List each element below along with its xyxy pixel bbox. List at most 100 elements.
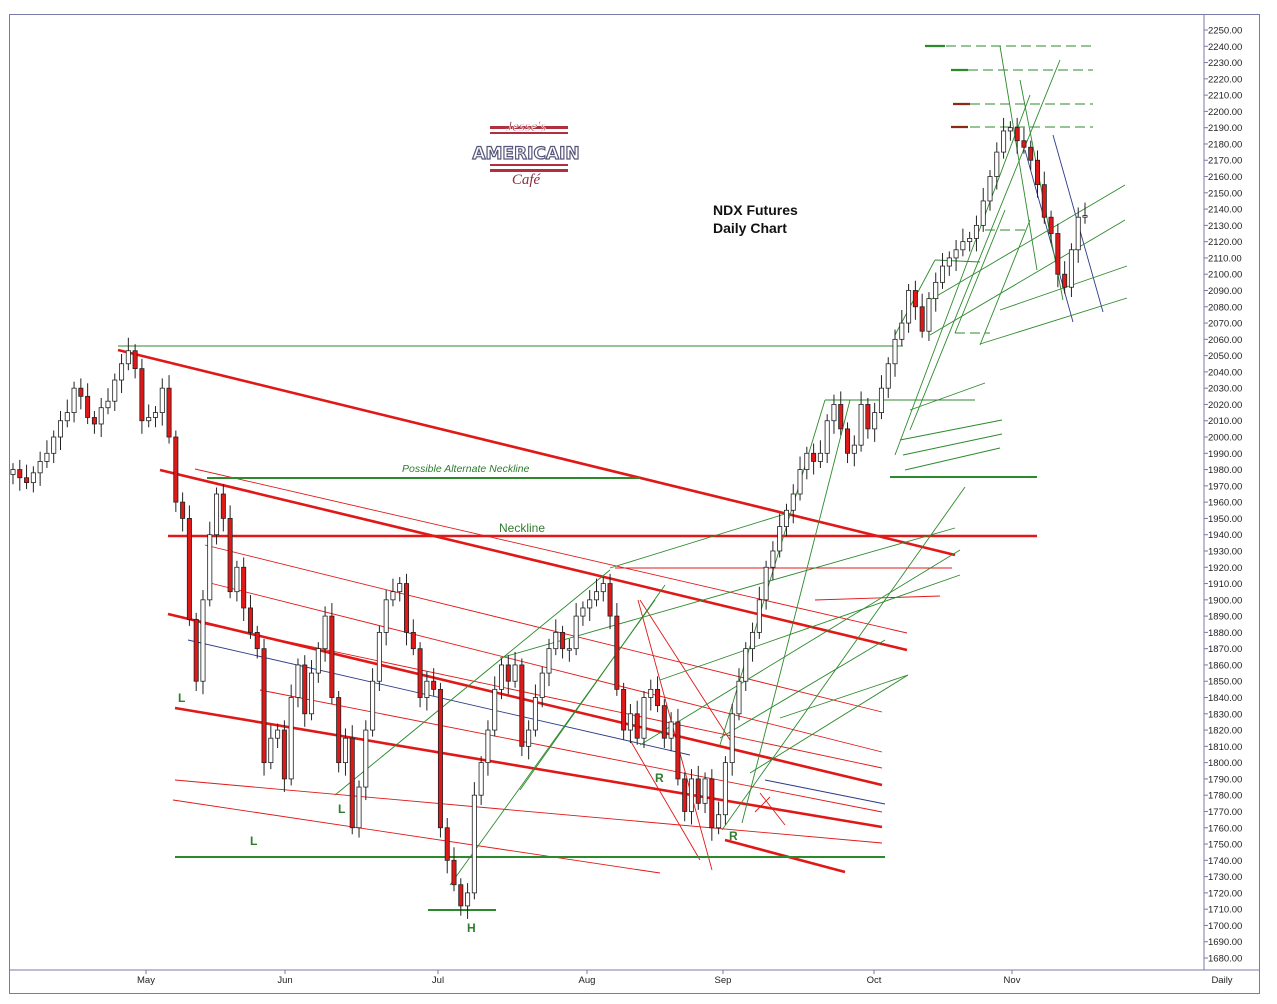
candle-up xyxy=(743,648,749,682)
y-tick-label: 1970.00 xyxy=(1208,481,1242,492)
candle-down xyxy=(17,469,23,479)
candle-up xyxy=(688,778,694,812)
candle-up xyxy=(648,688,654,698)
y-tick-label: 2050.00 xyxy=(1208,351,1242,362)
y-tick-label: 2070.00 xyxy=(1208,319,1242,330)
candle-up xyxy=(10,469,16,475)
candle-up xyxy=(1001,130,1007,153)
candle-up xyxy=(973,224,979,239)
candle-down xyxy=(24,477,30,484)
candle-up xyxy=(532,697,538,731)
candle-down xyxy=(607,583,613,617)
candle-down xyxy=(417,648,423,698)
svg-text:Café: Café xyxy=(512,172,542,188)
candle-down xyxy=(655,688,661,707)
y-tick-label: 1980.00 xyxy=(1208,465,1242,476)
candle-up xyxy=(465,892,471,907)
candle-down xyxy=(838,404,844,430)
candle-down xyxy=(220,493,226,519)
y-tick-label: 1800.00 xyxy=(1208,758,1242,769)
y-tick-label: 2160.00 xyxy=(1208,172,1242,183)
candle-up xyxy=(64,412,70,422)
candle-down xyxy=(505,664,511,682)
left-shoulder-label-1: L xyxy=(178,691,185,705)
candle-up xyxy=(593,591,599,601)
candle-up xyxy=(539,672,545,698)
candle-up xyxy=(790,493,796,511)
candle-up xyxy=(580,607,586,617)
candle-down xyxy=(437,688,443,829)
candle-up xyxy=(960,241,966,251)
y-tick-label: 2140.00 xyxy=(1208,205,1242,216)
y-tick-label: 1860.00 xyxy=(1208,660,1242,671)
candle-down xyxy=(560,631,566,650)
y-tick-label: 1910.00 xyxy=(1208,579,1242,590)
y-tick-label: 1890.00 xyxy=(1208,612,1242,623)
candle-down xyxy=(845,428,851,454)
x-tick-label: Jul xyxy=(432,975,444,986)
y-tick-label: 2010.00 xyxy=(1208,416,1242,427)
head-label: H xyxy=(467,921,476,935)
candle-down xyxy=(444,827,450,861)
y-tick-label: 1770.00 xyxy=(1208,807,1242,818)
candle-up xyxy=(763,566,769,601)
candle-up xyxy=(777,526,783,552)
candle-up xyxy=(566,648,572,651)
x-tick-label: Nov xyxy=(1004,975,1021,986)
candle-down xyxy=(865,404,871,430)
candle-down xyxy=(186,518,192,620)
candle-up xyxy=(390,591,396,601)
candle-up xyxy=(200,599,206,682)
candle-up xyxy=(295,664,301,698)
y-tick-label: 2230.00 xyxy=(1208,58,1242,69)
y-tick-label: 2130.00 xyxy=(1208,221,1242,232)
candle-up xyxy=(980,200,986,226)
candle-up xyxy=(899,322,905,340)
candle-down xyxy=(227,518,233,593)
candle-up xyxy=(478,762,484,796)
candlestick-series xyxy=(10,117,1088,919)
y-tick-label: 2150.00 xyxy=(1208,188,1242,199)
y-tick-label: 2030.00 xyxy=(1208,384,1242,395)
candle-up xyxy=(858,404,864,446)
candle-up xyxy=(112,379,118,402)
y-tick-label: 2210.00 xyxy=(1208,91,1242,102)
y-tick-label: 1900.00 xyxy=(1208,595,1242,606)
candle-down xyxy=(1014,127,1020,142)
right-shoulder-label-2: R xyxy=(729,829,738,843)
candle-down xyxy=(1021,140,1027,148)
y-tick-label: 1780.00 xyxy=(1208,791,1242,802)
candle-up xyxy=(526,729,532,747)
candle-up xyxy=(587,599,593,609)
candle-up xyxy=(933,281,939,300)
y-tick-label: 1750.00 xyxy=(1208,840,1242,851)
candle-down xyxy=(1028,146,1034,161)
candle-up xyxy=(234,566,240,593)
y-tick-label: 1960.00 xyxy=(1208,498,1242,509)
y-tick-label: 1760.00 xyxy=(1208,823,1242,834)
candle-down xyxy=(261,648,267,764)
y-tick-label: 2190.00 xyxy=(1208,123,1242,134)
y-tick-label: 2000.00 xyxy=(1208,433,1242,444)
candle-up xyxy=(716,814,722,829)
candle-up xyxy=(309,672,315,715)
y-tick-label: 2220.00 xyxy=(1208,74,1242,85)
alt-neckline-label: Possible Alternate Neckline xyxy=(402,463,530,475)
period-label: Daily xyxy=(1211,975,1232,986)
candle-up xyxy=(946,257,952,267)
y-tick-label: 2180.00 xyxy=(1208,139,1242,150)
candle-up xyxy=(57,420,63,438)
candle-down xyxy=(458,884,464,907)
candle-down xyxy=(661,705,667,739)
trendline-annotations xyxy=(117,44,1128,911)
candle-down xyxy=(912,290,918,308)
candle-down xyxy=(695,778,701,804)
y-tick-label: 1680.00 xyxy=(1208,954,1242,965)
candle-down xyxy=(1062,273,1068,288)
x-tick-label: Aug xyxy=(579,975,596,986)
candle-up xyxy=(940,265,946,283)
candle-down xyxy=(675,721,681,780)
candle-up xyxy=(98,407,104,425)
candle-down xyxy=(193,618,199,682)
y-tick-label: 1730.00 xyxy=(1208,872,1242,883)
